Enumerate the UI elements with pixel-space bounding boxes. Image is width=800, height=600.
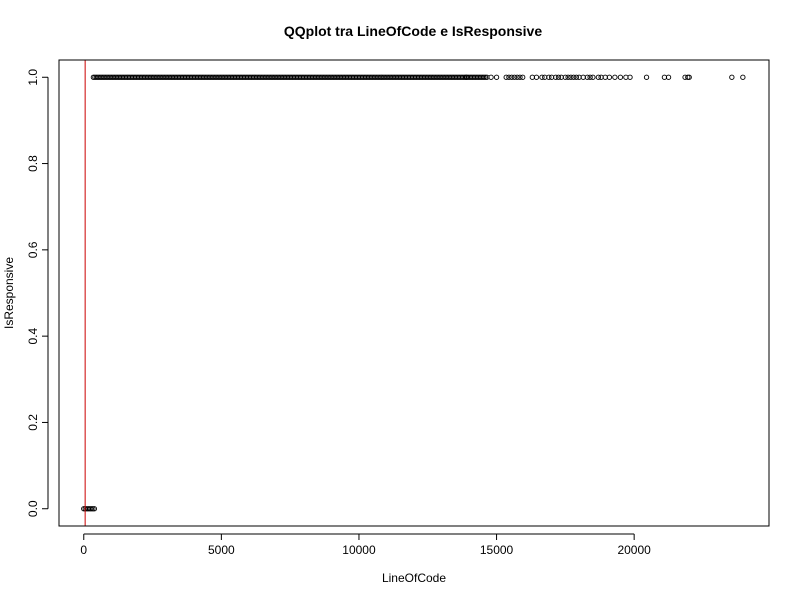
data-point: [729, 74, 735, 80]
data-point: [570, 74, 577, 80]
data-point: [503, 74, 509, 80]
data-point: [606, 74, 613, 80]
data-point: [493, 74, 500, 80]
data-point: [553, 74, 559, 80]
y-tick-label: 0.6: [26, 241, 40, 258]
x-tick-label: 15000: [480, 543, 514, 557]
data-point: [509, 74, 515, 80]
data-point: [665, 74, 672, 80]
y-tick-label: 1.0: [26, 69, 40, 86]
x-tick-label: 0: [80, 543, 87, 557]
x-axis-label: LineOfCode: [382, 571, 446, 585]
data-point: [488, 74, 494, 80]
data-point: [520, 74, 526, 80]
data-point: [91, 506, 98, 512]
plot-frame: [58, 59, 770, 527]
data-point: [506, 74, 512, 80]
y-tick-label: 0.2: [26, 414, 40, 431]
y-tick-label: 0.8: [26, 155, 40, 172]
data-point: [740, 74, 746, 80]
data-point: [617, 74, 624, 80]
data-point: [88, 506, 94, 512]
x-tick-label: 20000: [617, 543, 651, 557]
x-tick-label: 10000: [342, 543, 376, 557]
data-point: [562, 74, 569, 80]
chart-title: QQplot tra LineOfCode e IsResponsive: [284, 23, 542, 39]
data-point: [517, 74, 523, 80]
data-point: [481, 74, 487, 80]
x-axis: 0 5000 10000 15000 20000: [80, 533, 651, 557]
data-point: [565, 74, 571, 80]
data-point: [514, 74, 520, 80]
data-point: [612, 74, 618, 80]
data-point: [511, 74, 518, 80]
data-point: [546, 74, 552, 80]
data-point: [463, 74, 469, 80]
data-point: [643, 74, 650, 80]
data-point: [573, 74, 580, 80]
data-point: [686, 74, 692, 80]
data-point: [584, 74, 591, 80]
data-point: [533, 74, 540, 80]
data-point: [595, 74, 602, 80]
data-point: [90, 506, 96, 512]
data-point: [555, 74, 562, 80]
data-point: [627, 74, 633, 80]
y-axis-label: IsResponsive: [2, 257, 16, 329]
data-point: [590, 74, 596, 80]
data-point: [587, 74, 593, 80]
data-point: [482, 74, 489, 80]
data-point: [568, 74, 574, 80]
data-point: [539, 74, 545, 80]
x-tick-label: 5000: [208, 543, 235, 557]
y-tick-label: 0.4: [26, 327, 40, 344]
points-layer: [81, 74, 746, 512]
y-axis: 0.0 0.2 0.4 0.6 0.8 1.0: [26, 69, 49, 517]
y-tick-label: 0.0: [26, 500, 40, 517]
